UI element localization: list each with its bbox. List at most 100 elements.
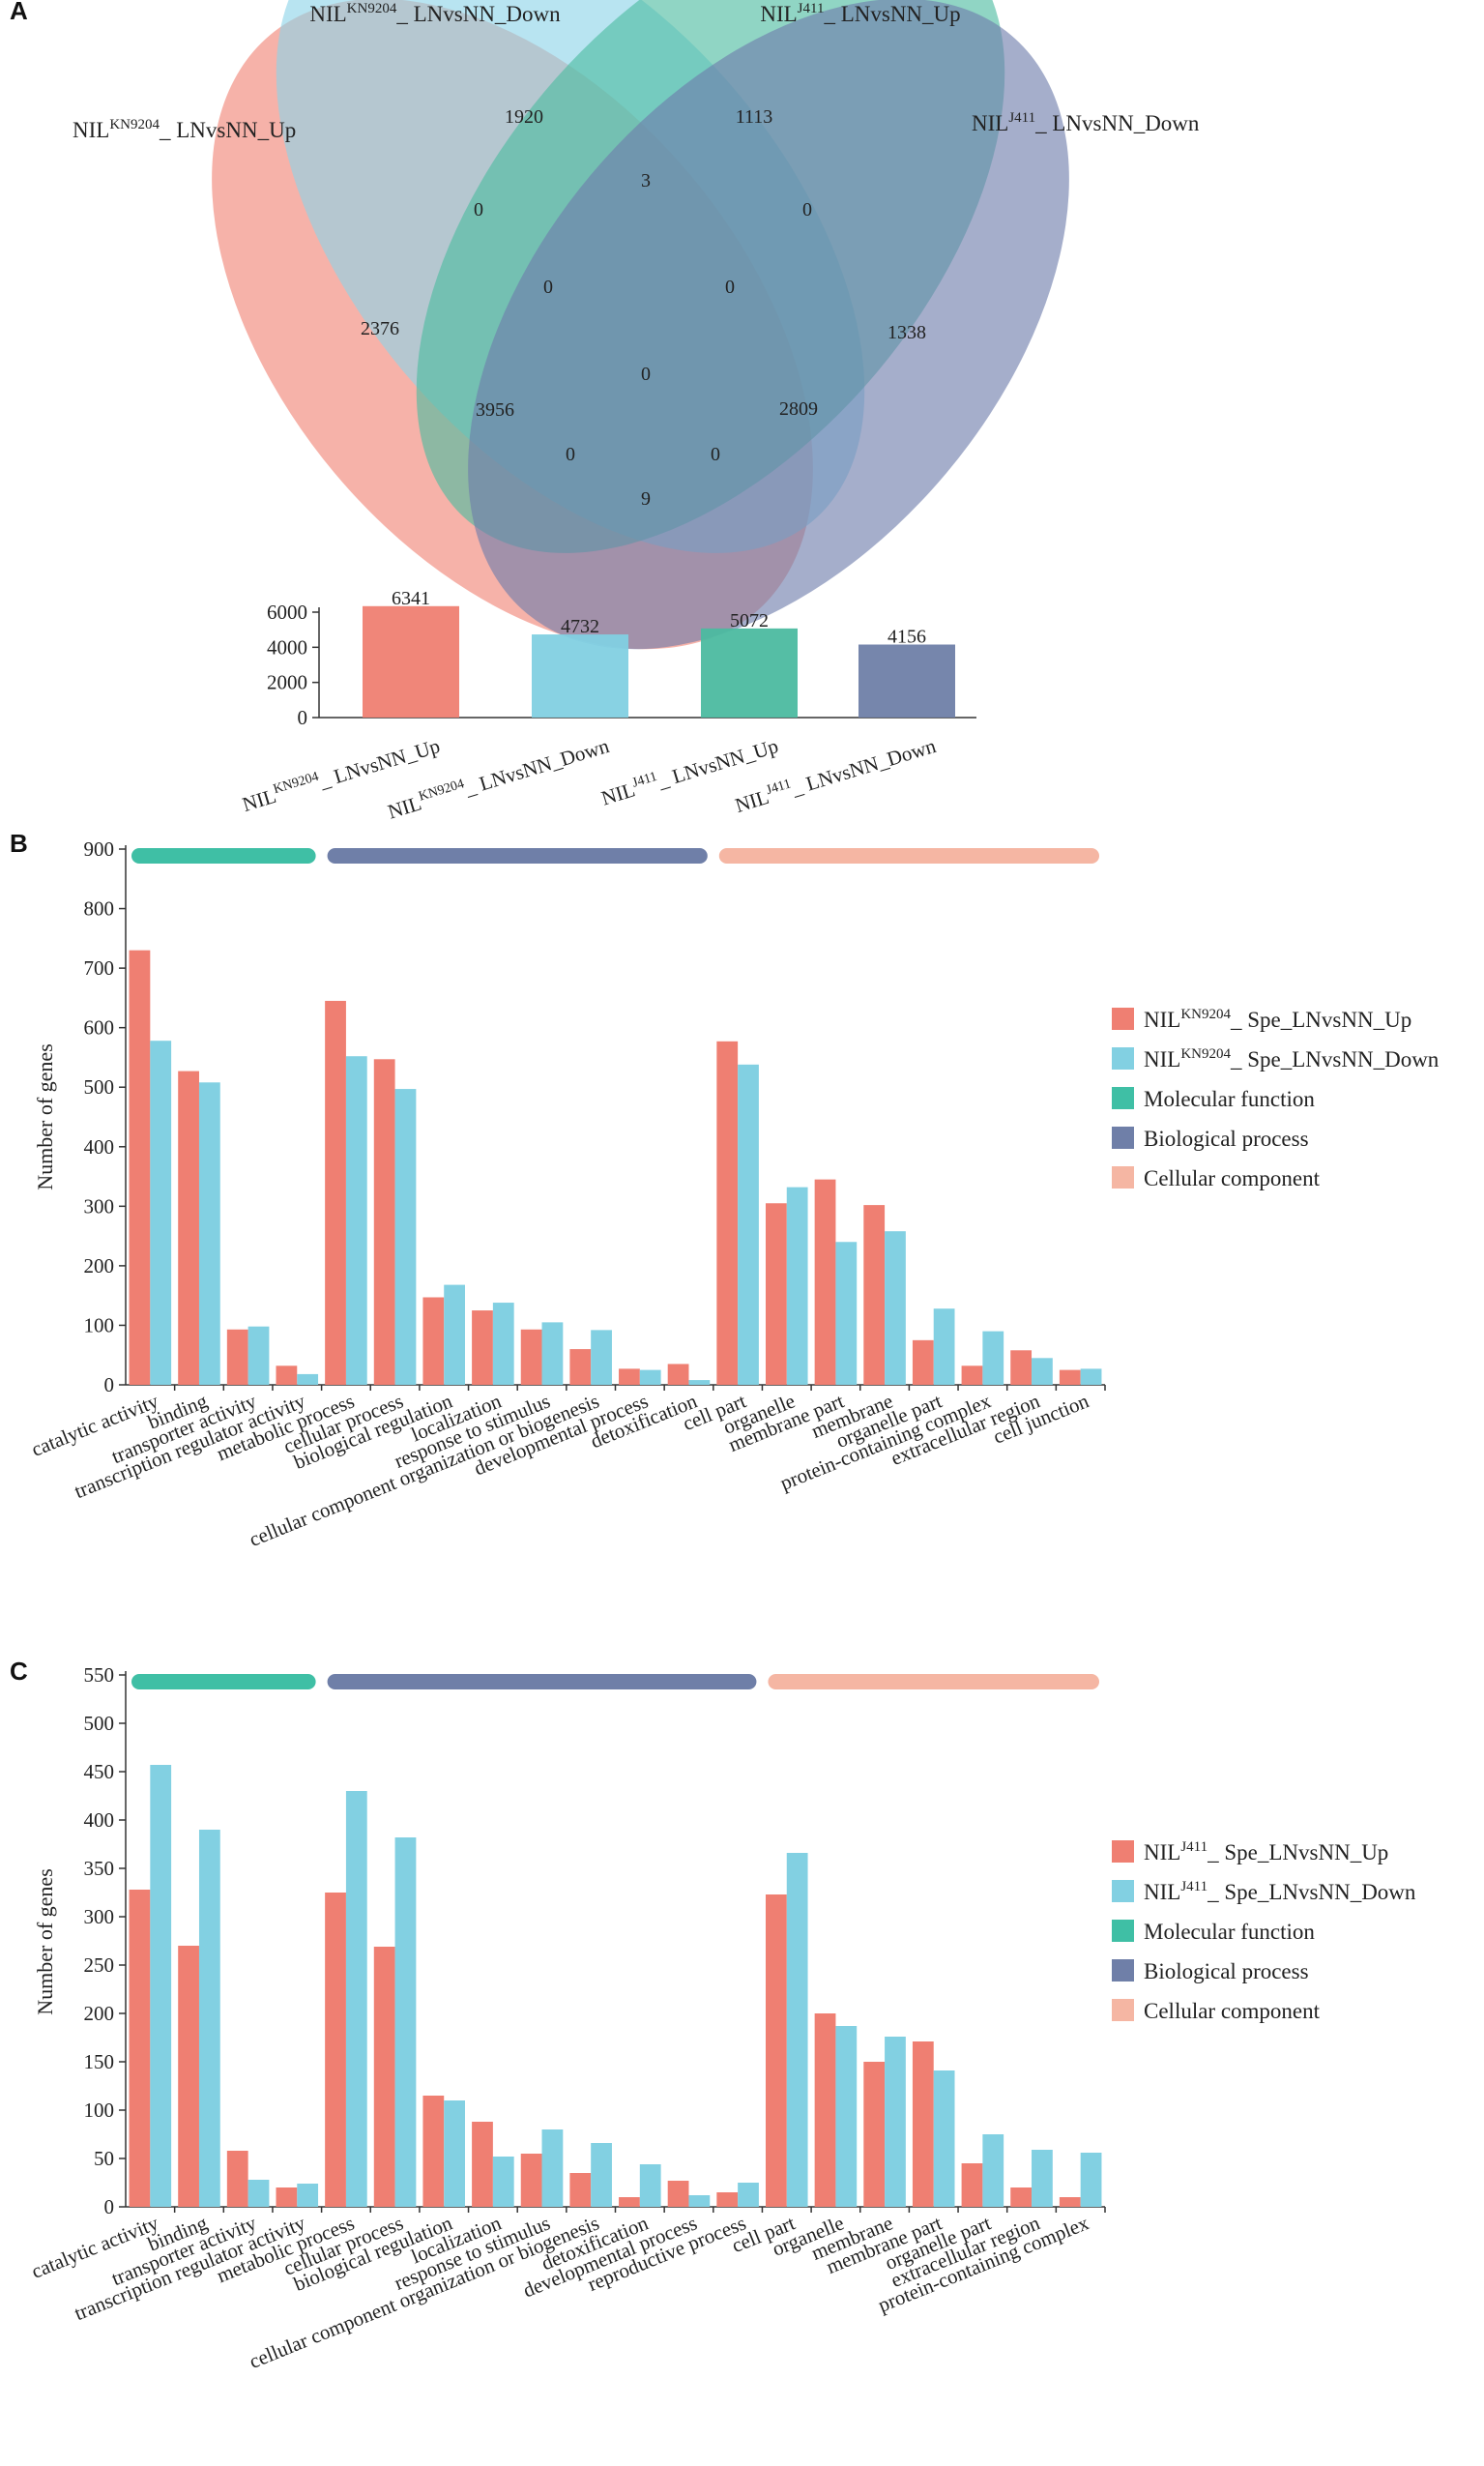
chart-b-bar-s0-19 (1059, 1369, 1081, 1385)
chart-b-bar-s1-0 (150, 1041, 172, 1385)
chart-b-bar-s0-6 (422, 1297, 445, 1385)
total-bar-value-1: 4732 (561, 616, 599, 637)
chart-c-legend-label-0: NILJ411_ Spe_LNvsNN_Up (1144, 1839, 1388, 1864)
total-bar-value-2: 5072 (730, 610, 769, 631)
chart-c-legend-label-4: Cellular component (1144, 1999, 1321, 2023)
venn-region-BCD: 0 (725, 277, 735, 298)
chart-b-bar-s1-8 (541, 1322, 564, 1385)
chart-c-bar-s1-9 (591, 2143, 612, 2207)
chart-b-legend-swatch-0 (1112, 1008, 1134, 1030)
chart-b-legend-swatch-3 (1112, 1127, 1134, 1149)
chart-c-bar-s0-4 (325, 1893, 346, 2207)
chart-b-bar-s0-17 (961, 1365, 983, 1385)
chart-c-y-tick-label: 0 (104, 2195, 115, 2218)
chart-c-bar-s1-7 (492, 2157, 514, 2207)
chart-c-y-tick-label: 550 (84, 1663, 115, 1687)
chart-b-bar-s0-0 (129, 950, 151, 1385)
chart-b-bar-s0-12 (716, 1041, 739, 1385)
chart-c-bar-s1-8 (541, 2129, 564, 2207)
venn-region-ABD: 0 (711, 444, 720, 465)
chart-c-bar-s0-11 (667, 2181, 689, 2207)
chart-b-bar-s0-14 (814, 1179, 836, 1385)
chart-c-bar-s1-16 (933, 2070, 955, 2207)
chart-c-bar-s1-4 (345, 1791, 367, 2207)
chart-b-bar-s1-19 (1080, 1368, 1102, 1385)
chart-c-y-tick-label: 200 (84, 2002, 115, 2025)
chart-b-y-tick-label: 900 (84, 837, 115, 861)
go-chart-kn9204: 0 100 200 300 400 500 600 700 800 900 Number of ge… (28, 837, 1440, 1551)
venn-region-AC: 3956 (476, 399, 514, 421)
total-bar-value-3: 4156 (887, 626, 926, 647)
venn-region-AB: 0 (474, 199, 483, 220)
venn-diagram: NILKN9204_ LNvsNN_Up NILKN9204_ LNvsNN_Do… (73, 0, 1200, 650)
chart-b-bar-s1-16 (933, 1308, 955, 1385)
chart-c-legend-label-2: Molecular function (1144, 1920, 1315, 1944)
venn-region-ABC: 0 (543, 277, 553, 298)
bar-y-tick-label: 0 (298, 706, 308, 729)
chart-b-bar-s0-3 (276, 1365, 298, 1385)
venn-region-D_only: 1338 (887, 322, 926, 343)
chart-b-bar-s1-15 (885, 1231, 906, 1385)
chart-c-bar-s0-19 (1059, 2197, 1081, 2207)
chart-c-bar-s1-12 (738, 2183, 759, 2207)
venn-region-ACD: 0 (566, 444, 575, 465)
chart-c-bar-s0-1 (178, 1946, 199, 2207)
chart-c-bar-s1-2 (247, 2180, 270, 2207)
chart-c-bar-s1-15 (885, 2037, 906, 2207)
panel-label-c: C (10, 1657, 28, 1686)
chart-b-bar-s1-13 (786, 1187, 808, 1385)
chart-b-group-band-0 (131, 848, 316, 864)
chart-b-bar-s0-13 (765, 1203, 787, 1385)
chart-b-y-tick-label: 700 (84, 956, 115, 980)
chart-c-bar-s1-13 (786, 1853, 808, 2207)
chart-b-bar-s1-4 (345, 1056, 367, 1385)
bar-y-tick-label: 6000 (267, 601, 307, 624)
chart-b-bar-s1-3 (297, 1373, 319, 1385)
chart-c-y-axis-label: Number of genes (33, 1868, 57, 2015)
chart-c-bar-s1-1 (198, 1830, 220, 2207)
panel-label-a: A (10, 0, 28, 25)
chart-b-group-band-1 (327, 848, 708, 864)
chart-c-bar-s0-15 (863, 2062, 886, 2207)
chart-b-bar-s0-1 (178, 1071, 199, 1385)
venn-set-title-3: NILJ411_ LNvsNN_Down (972, 110, 1200, 135)
total-bar-value-0: 6341 (392, 588, 430, 609)
chart-b-bar-s1-6 (444, 1284, 466, 1385)
chart-c-y-tick-label: 400 (84, 1808, 115, 1832)
chart-c-legend-swatch-1 (1112, 1880, 1134, 1902)
panel-label-b: B (10, 829, 28, 858)
venn-region-AD: 9 (641, 488, 651, 510)
chart-b-bar-s0-10 (619, 1368, 640, 1385)
chart-b-legend-label-2: Molecular function (1144, 1087, 1315, 1111)
chart-b-y-tick-label: 500 (84, 1075, 115, 1099)
venn-set-title-0: NILKN9204_ LNvsNN_Up (73, 117, 296, 142)
chart-b-bar-s1-17 (982, 1331, 1004, 1385)
chart-c-group-band-1 (327, 1674, 757, 1689)
chart-b-bar-s1-1 (198, 1082, 220, 1385)
chart-b-bar-s0-5 (373, 1059, 395, 1385)
chart-b-legend-label-1: NILKN9204_ Spe_LNvsNN_Down (1144, 1046, 1440, 1072)
chart-c-bar-s1-0 (150, 1765, 172, 2207)
chart-b-y-axis-label: Number of genes (33, 1043, 57, 1190)
venn-set-title-1: NILKN9204_ LNvsNN_Down (309, 1, 561, 26)
chart-c-bar-s1-19 (1080, 2153, 1102, 2207)
chart-b-bar-s1-10 (639, 1369, 661, 1385)
chart-c-bar-s1-18 (1032, 2150, 1053, 2207)
chart-c-group-band-2 (768, 1674, 1099, 1689)
chart-c-bar-s0-17 (961, 2163, 983, 2207)
chart-c-bar-s1-3 (297, 2184, 319, 2207)
chart-c-bar-s0-9 (569, 2173, 592, 2207)
chart-c-y-tick-label: 250 (84, 1953, 115, 1977)
chart-c-bar-s0-2 (226, 2151, 248, 2207)
venn-region-ABCD: 0 (641, 364, 651, 385)
chart-b-bar-s1-14 (835, 1242, 858, 1385)
chart-c-bar-s1-5 (394, 1837, 417, 2207)
venn-region-C_only: 1113 (736, 106, 773, 128)
chart-c-y-tick-label: 450 (84, 1760, 115, 1783)
chart-b-legend-swatch-2 (1112, 1087, 1134, 1109)
chart-b-legend-swatch-4 (1112, 1166, 1134, 1189)
venn-region-BD: 2809 (779, 398, 818, 420)
chart-b-y-tick-label: 600 (84, 1016, 115, 1040)
chart-c-group-band-0 (131, 1674, 316, 1689)
